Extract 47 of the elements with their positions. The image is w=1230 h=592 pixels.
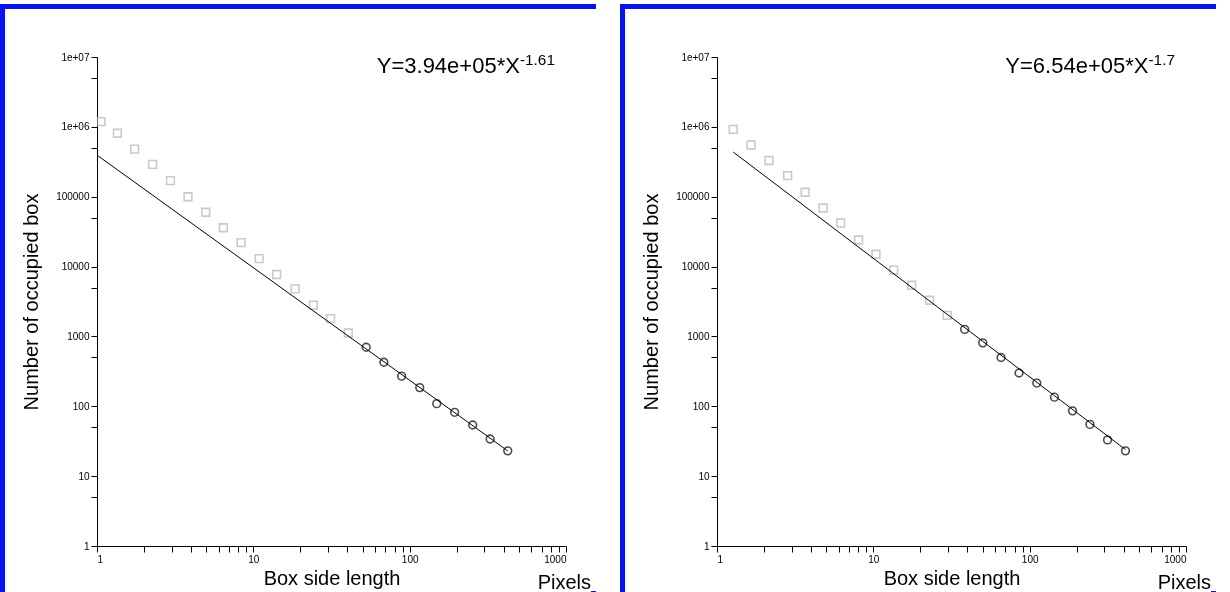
x-tick-label: 1000 bbox=[1164, 553, 1187, 565]
point bbox=[271, 269, 282, 280]
annotation: Y=6.54e+05*X$^{-1.7}$ bbox=[1005, 51, 1175, 80]
y-tick-label: 100000 bbox=[56, 191, 90, 203]
point bbox=[343, 328, 353, 338]
point bbox=[201, 207, 211, 217]
annotation: Y=3.94e+05*X$^{-1.61}$ bbox=[376, 51, 555, 80]
x-axis-title: Box side length bbox=[263, 566, 401, 589]
y-tick-label: 1 bbox=[703, 540, 710, 552]
x-tick-label: 100 bbox=[1021, 553, 1039, 565]
x-tick-label: 100 bbox=[401, 553, 419, 565]
y-tick-label: 1 bbox=[83, 540, 90, 552]
point bbox=[325, 313, 336, 324]
point bbox=[147, 159, 158, 170]
y-tick-label: 10 bbox=[78, 470, 90, 482]
text: Pixels bbox=[537, 571, 591, 592]
x-tick-label: 1000 bbox=[544, 553, 567, 565]
y-axis-title: Number of occupied box bbox=[640, 193, 663, 411]
x-tick-label: 10 bbox=[868, 553, 880, 565]
y-tick-label: 10000 bbox=[61, 261, 90, 273]
y-tick-label: 100000 bbox=[676, 191, 710, 203]
x-tick-label: 1 bbox=[97, 553, 104, 565]
point bbox=[112, 128, 123, 138]
point bbox=[254, 253, 264, 264]
y-tick-label: 10 bbox=[698, 470, 710, 482]
y-tick-label: 1e+07 bbox=[681, 51, 710, 63]
y-tick-label: 1000 bbox=[67, 330, 90, 342]
y-tick-label: 1000 bbox=[687, 330, 710, 342]
y-tick-label: 10000 bbox=[681, 261, 710, 273]
point bbox=[97, 116, 106, 127]
point bbox=[165, 175, 176, 186]
y-tick-label: 100 bbox=[692, 400, 710, 412]
point bbox=[290, 284, 300, 294]
point bbox=[129, 144, 140, 154]
point bbox=[183, 192, 193, 202]
y-tick-label: 1e+06 bbox=[61, 121, 90, 133]
x-tick-label: 10 bbox=[248, 553, 260, 565]
x-tick-label: 1 bbox=[717, 553, 724, 565]
point bbox=[218, 223, 229, 233]
y-tick-label: 100 bbox=[72, 400, 90, 412]
y-tick-label: 1e+07 bbox=[61, 51, 90, 63]
x-axis-title: Box side length bbox=[883, 566, 1021, 589]
point bbox=[236, 237, 246, 248]
point bbox=[308, 300, 319, 310]
text: Pixels bbox=[1157, 571, 1211, 592]
y-axis-title: Number of occupied box bbox=[20, 193, 43, 411]
y-tick-label: 1e+06 bbox=[681, 121, 710, 133]
